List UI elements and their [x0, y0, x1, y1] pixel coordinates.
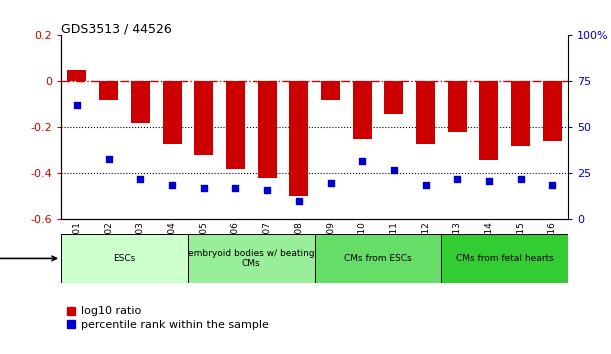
Bar — [131, 81, 150, 123]
Bar — [290, 81, 309, 196]
Bar — [226, 81, 245, 169]
Bar — [543, 81, 562, 141]
Point — [104, 156, 114, 161]
Bar — [480, 81, 499, 160]
Point — [167, 182, 177, 187]
Point — [452, 176, 462, 182]
Bar — [353, 81, 371, 139]
Point — [72, 103, 82, 108]
Bar — [258, 81, 277, 178]
Bar — [441, 234, 568, 283]
Bar — [61, 234, 188, 283]
Point — [516, 176, 525, 182]
Text: CMs from fetal hearts: CMs from fetal hearts — [456, 254, 554, 263]
Bar — [194, 81, 213, 155]
Text: cell type: cell type — [0, 253, 56, 263]
Point — [199, 185, 208, 191]
Bar — [163, 81, 181, 143]
Text: embryoid bodies w/ beating
CMs: embryoid bodies w/ beating CMs — [188, 249, 315, 268]
Point — [357, 158, 367, 164]
Point — [547, 182, 557, 187]
Point — [326, 180, 335, 185]
Text: GDS3513 / 44526: GDS3513 / 44526 — [61, 22, 172, 35]
Bar — [511, 81, 530, 146]
Bar — [315, 234, 441, 283]
Point — [294, 198, 304, 204]
Bar — [188, 234, 315, 283]
Point — [136, 176, 145, 182]
Bar — [448, 81, 467, 132]
Bar — [321, 81, 340, 100]
Legend: log10 ratio, percentile rank within the sample: log10 ratio, percentile rank within the … — [67, 307, 269, 330]
Point — [484, 178, 494, 184]
Point — [230, 185, 240, 191]
Point — [262, 187, 272, 193]
Bar — [99, 81, 118, 100]
Point — [389, 167, 399, 173]
Text: ESCs: ESCs — [114, 254, 136, 263]
Bar — [67, 70, 87, 81]
Bar — [416, 81, 435, 143]
Text: CMs from ESCs: CMs from ESCs — [344, 254, 412, 263]
Point — [421, 182, 431, 187]
Bar — [384, 81, 403, 114]
